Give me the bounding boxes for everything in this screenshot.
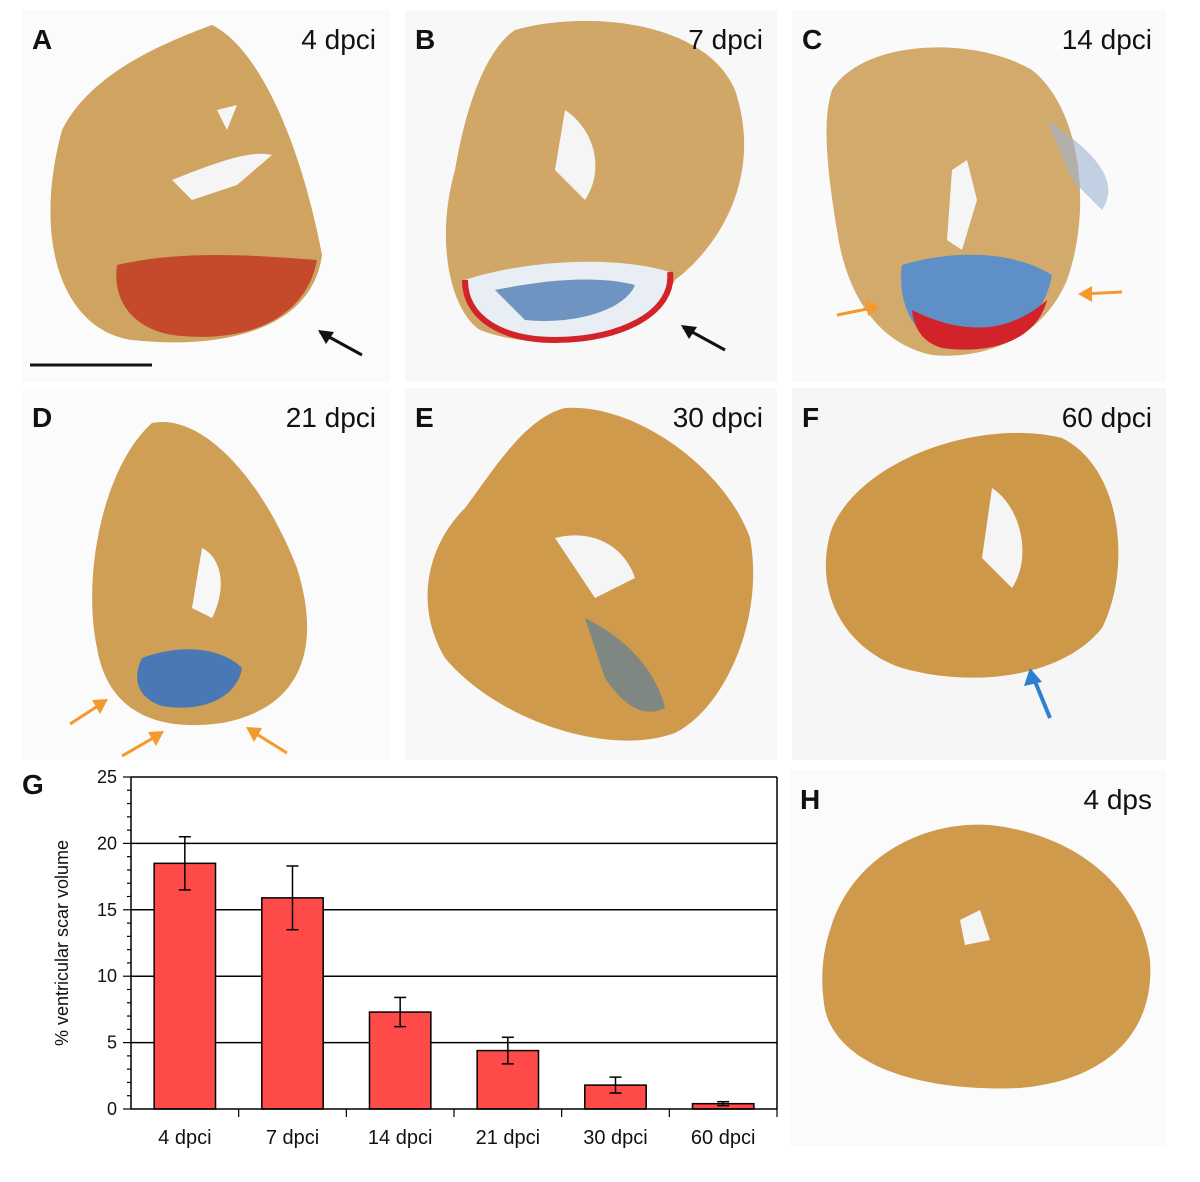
panel-label: A <box>32 24 53 55</box>
arrow-icon <box>866 300 880 316</box>
y-axis-label: % ventricular scar volume <box>52 840 72 1046</box>
bar <box>153 862 217 1110</box>
panel-c: C 14 dpci <box>792 10 1166 382</box>
panel-label: E <box>415 402 434 433</box>
panel-label: H <box>800 784 821 815</box>
panel-d: D 21 dpci <box>22 388 390 760</box>
arrow-icon <box>148 731 164 746</box>
time-label: 4 dpci <box>301 24 376 55</box>
time-label: 4 dps <box>1083 784 1153 815</box>
panel-b: B 7 dpci <box>405 10 777 382</box>
arrow-icon <box>1078 286 1092 302</box>
time-label: 7 dpci <box>688 24 763 55</box>
y-tick-label: 5 <box>107 1033 117 1053</box>
heart-section-image <box>30 25 363 367</box>
panel-label: G <box>22 769 44 800</box>
y-tick-label: 20 <box>97 833 117 853</box>
panel-label: C <box>802 24 823 55</box>
x-tick-label: 7 dpci <box>266 1127 319 1149</box>
time-label: 30 dpci <box>672 402 763 433</box>
panel-label: F <box>802 402 820 433</box>
time-label: 21 dpci <box>285 402 376 433</box>
gridlines <box>131 776 777 1044</box>
heart-section-image <box>822 824 1151 1089</box>
panel-label: B <box>415 24 436 55</box>
panel-a: A 4 dpci <box>22 10 390 382</box>
y-tick-label: 0 <box>107 1099 117 1119</box>
bar <box>368 1011 432 1110</box>
bar <box>261 897 324 1110</box>
heart-section-image <box>445 20 745 352</box>
x-tick-label: 21 dpci <box>476 1127 541 1149</box>
panel-h: H 4 dps <box>790 770 1166 1146</box>
heart-section-image <box>69 421 308 758</box>
y-tick-label: 15 <box>97 900 117 920</box>
panel-label: D <box>32 402 53 433</box>
x-tick-label: 14 dpci <box>368 1127 433 1149</box>
arrow-icon <box>681 325 697 339</box>
panel-e: E 30 dpci <box>405 388 777 760</box>
y-tick-label: 25 <box>97 767 117 787</box>
panel-f: F 60 dpci <box>792 388 1166 760</box>
time-label: 14 dpci <box>1061 24 1152 55</box>
heart-section-image <box>826 47 1123 356</box>
x-tick-label: 60 dpci <box>691 1127 756 1149</box>
arrow-icon <box>92 699 108 714</box>
time-label: 60 dpci <box>1061 402 1152 433</box>
scar-volume-bar-chart: G 0 5 10 15 20 25 4 dpci 7 dpci 14 dpci 21 dpci 30… <box>22 767 778 1149</box>
arrow-icon <box>246 727 262 742</box>
axes: 0 5 10 15 20 25 4 dpci 7 dpci 14 dpci 21 dpci 30 d… <box>97 767 778 1149</box>
x-tick-label: 4 dpci <box>158 1127 211 1149</box>
heart-section-image <box>825 432 1119 719</box>
heart-section-image <box>427 407 754 741</box>
bars <box>153 836 755 1110</box>
arrow-icon <box>318 330 334 344</box>
x-tick-label: 30 dpci <box>583 1127 648 1149</box>
arrow-icon <box>1024 668 1042 686</box>
y-tick-label: 10 <box>97 966 117 986</box>
